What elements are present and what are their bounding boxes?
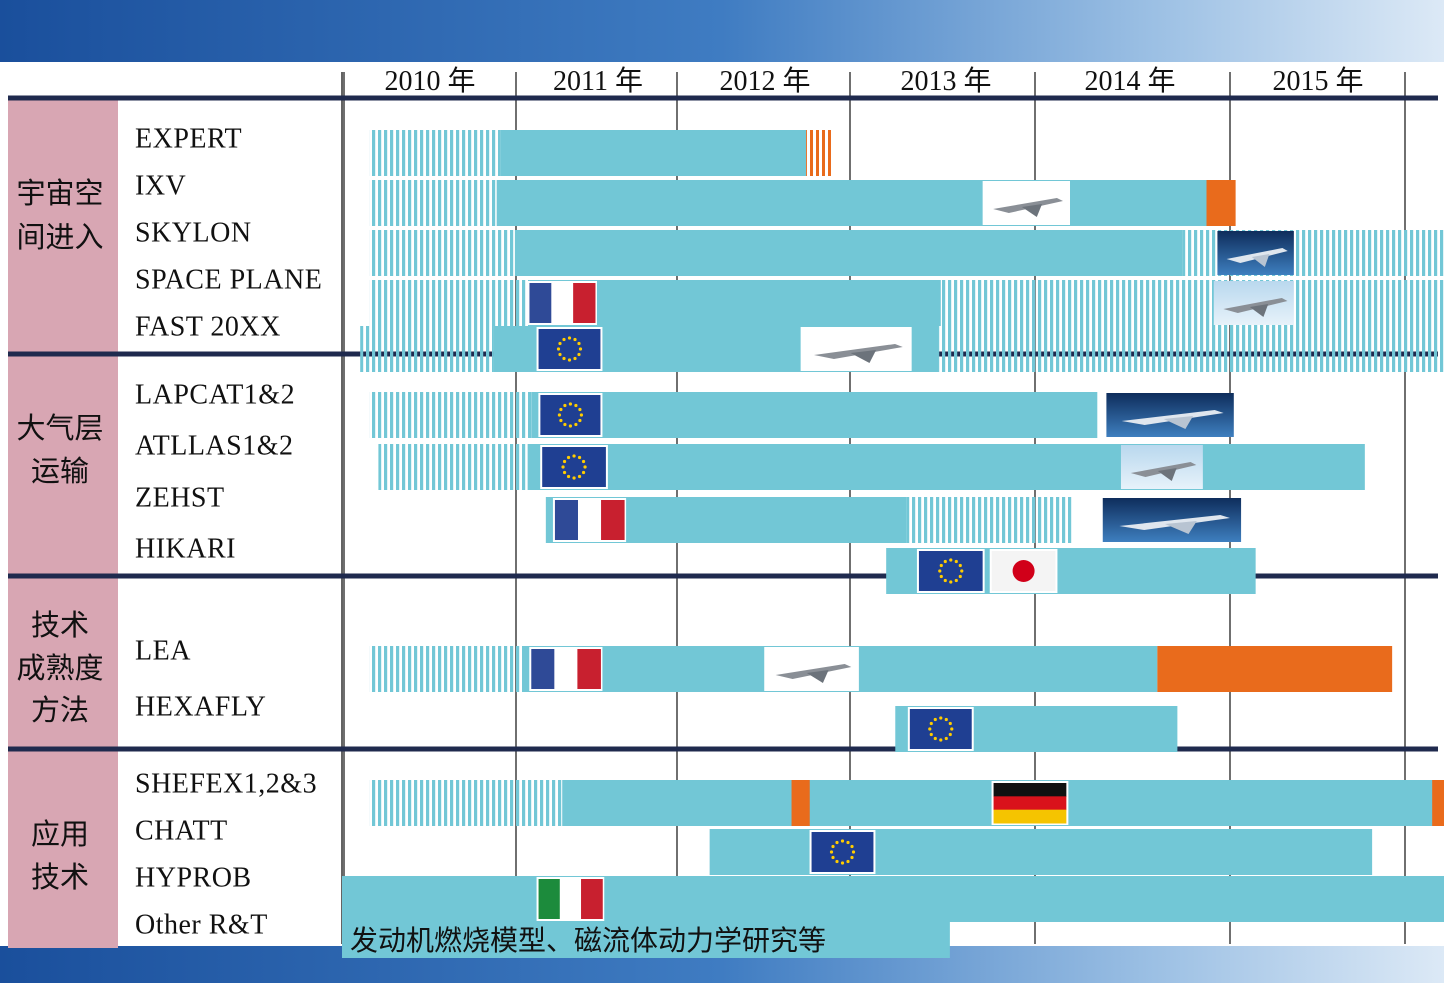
- group-label: 间进入: [16, 220, 103, 254]
- france-flag-icon: [552, 498, 627, 542]
- row-skylon: [369, 230, 1444, 276]
- group-label: 技术: [31, 860, 89, 894]
- row-shefex1-2-3: [369, 780, 1444, 826]
- group-label: 成熟度: [16, 651, 103, 685]
- bar-planned: [369, 180, 497, 226]
- row-ixv: [369, 180, 1236, 226]
- project-label: ATLLAS1&2: [135, 430, 294, 461]
- group-label: 宇宙空: [16, 176, 103, 210]
- category-column: [8, 100, 118, 948]
- bar-planned: [940, 280, 1444, 326]
- lapcat-vehicle-image: [1106, 393, 1234, 437]
- year-label: 2015 年: [1272, 65, 1363, 97]
- zehst-vehicle-image: [1102, 498, 1242, 542]
- lea-vehicle-image: [764, 647, 859, 691]
- group-label: 技术: [31, 608, 89, 642]
- project-label: SKYLON: [135, 217, 252, 248]
- bar-planned: [369, 392, 532, 438]
- skylon-vehicle-image: [1217, 231, 1294, 275]
- gantt-bars: [342, 130, 1444, 958]
- year-label: 2011 年: [553, 65, 643, 97]
- eu-flag-icon: [907, 707, 974, 751]
- bar-planned: [369, 130, 501, 176]
- project-label: HYPROB: [135, 862, 252, 893]
- eu-flag-icon: [540, 445, 608, 489]
- eu-flag-icon: [536, 327, 603, 371]
- row-lapcat1-2: [369, 392, 1098, 438]
- row-atllas1-2: [378, 444, 1365, 490]
- year-label: 2010 年: [384, 65, 475, 97]
- project-label: CHATT: [135, 815, 228, 846]
- italy-flag-icon: [536, 877, 605, 921]
- germany-flag-icon: [991, 781, 1069, 825]
- project-label: ZEHST: [135, 482, 225, 513]
- project-label: EXPERT: [135, 123, 242, 154]
- note-box: [342, 922, 950, 958]
- year-label: 2012 年: [719, 65, 810, 97]
- project-label: FAST 20XX: [135, 311, 281, 342]
- project-label: LAPCAT1&2: [135, 379, 295, 410]
- project-label: HEXAFLY: [135, 691, 266, 722]
- ixv-vehicle-image: [982, 181, 1070, 225]
- group-label: 大气层: [16, 411, 103, 445]
- bar-solid: [342, 876, 1444, 922]
- project-label: Other R&T: [135, 909, 268, 940]
- project-label: HIKARI: [135, 533, 236, 564]
- group-label: 运输: [31, 454, 89, 488]
- bar-planned: [369, 280, 530, 326]
- row-expert: [369, 130, 834, 176]
- space-plane-vehicle-image: [1213, 281, 1294, 325]
- bar-milestone: [1432, 780, 1444, 826]
- project-label: LEA: [135, 635, 191, 666]
- row-hyprob: [342, 876, 1444, 922]
- bar-solid: [531, 392, 1098, 438]
- bar-planned: [378, 444, 528, 490]
- bar-milestone: [1157, 646, 1393, 692]
- header-band: [0, 0, 1444, 62]
- project-label: SHEFEX1,2&3: [135, 768, 317, 799]
- bar-solid: [496, 180, 1207, 226]
- bar-planned: [369, 780, 563, 826]
- bar-milestone: [806, 130, 834, 176]
- bar-milestone: [791, 780, 810, 826]
- japan-flag-icon: [989, 549, 1058, 593]
- project-label: SPACE PLANE: [135, 264, 322, 295]
- group-label: 应用: [31, 817, 89, 851]
- row-space-plane: [369, 280, 1444, 326]
- bar-solid: [500, 130, 807, 176]
- bar-solid: [527, 444, 1365, 490]
- row-chatt: [709, 829, 1373, 875]
- year-label: 2013 年: [900, 65, 991, 97]
- row-other-r-t: [342, 922, 950, 958]
- bar-milestone: [1206, 180, 1236, 226]
- bar-planned: [369, 646, 524, 692]
- fast20xx-vehicle-image: [800, 327, 912, 371]
- bar-solid: [709, 829, 1373, 875]
- france-flag-icon: [527, 281, 597, 325]
- row-lea: [369, 646, 1393, 692]
- bar-planned: [906, 497, 1072, 543]
- bar-planned: [360, 326, 494, 372]
- bar-solid: [529, 280, 941, 326]
- bar-planned: [369, 230, 515, 276]
- flags-and-images: [527, 181, 1294, 921]
- note-text: 发动机燃烧模型、磁流体动力学研究等: [350, 924, 826, 957]
- eu-flag-icon: [809, 830, 876, 874]
- france-flag-icon: [529, 647, 603, 691]
- bar-solid: [514, 230, 1183, 276]
- labels: 2010 年 2011 年 2012 年 2013 年 2014 年 2015 年宇宙空间…: [16, 65, 1363, 957]
- group-label: 方法: [31, 693, 89, 727]
- eu-flag-icon: [916, 549, 985, 593]
- project-label: IXV: [135, 170, 186, 201]
- bar-planned: [938, 326, 1444, 372]
- atllas-vehicle-image: [1120, 445, 1203, 489]
- eu-flag-icon: [538, 393, 603, 437]
- year-label: 2014 年: [1084, 65, 1175, 97]
